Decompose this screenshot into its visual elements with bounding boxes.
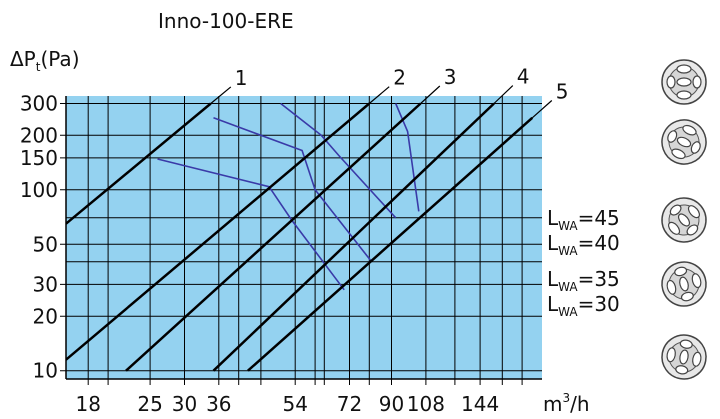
x-axis-unit-suffix: /h [570, 392, 589, 416]
system-line-label: 3 [444, 65, 457, 89]
x-tick-label: 90 [379, 392, 404, 416]
valve-setting-icon-3 [661, 197, 707, 243]
axes [65, 96, 542, 385]
system-line-label: 2 [393, 66, 406, 90]
y-axis-label: ΔPt(Pa) [10, 47, 80, 74]
system-line [66, 102, 371, 361]
x-tick-label: 144 [461, 392, 499, 416]
noise-curve [280, 102, 397, 219]
valve-setting-icon-5 [661, 334, 707, 380]
system-line [212, 102, 495, 372]
x-tick-label: 18 [75, 392, 100, 416]
x-tick-label: 36 [206, 392, 231, 416]
y-tick-label: 150 [20, 146, 58, 170]
system-line-label: 5 [556, 80, 569, 104]
system-line-leader [420, 85, 441, 104]
lwa-label: LWA=35 [547, 267, 620, 294]
valve-setting-icon-2 [661, 119, 707, 165]
system-line-leader [493, 85, 514, 104]
system-lines [66, 102, 534, 372]
lwa-label: LWA=40 [547, 231, 620, 258]
x-axis-unit-base: m [543, 392, 562, 416]
valve-setting-icon-4 [661, 261, 707, 307]
y-axis-label-sub: t [36, 60, 41, 74]
grid [60, 96, 542, 379]
system-line [66, 102, 212, 225]
y-tick-label: 50 [33, 232, 58, 256]
valve-icons [661, 59, 707, 380]
system-line-leader [368, 86, 390, 104]
system-line [125, 102, 422, 372]
x-tick-labels: 18 25 30 36 54 72 90 108 144 [75, 392, 499, 416]
system-line-leader [210, 86, 232, 104]
y-axis-label-prefix: ΔP [10, 47, 36, 71]
y-axis-label-suffix: (Pa) [40, 47, 79, 71]
y-tick-label: 30 [33, 272, 58, 296]
x-tick-label: 25 [137, 392, 162, 416]
y-tick-label: 10 [33, 359, 58, 383]
y-tick-label: 300 [20, 92, 58, 116]
system-line-leader [531, 100, 553, 119]
x-axis-unit-sup: 3 [562, 391, 570, 405]
lwa-labels: LWA=45 LWA=40 LWA=35 LWA=30 [547, 206, 620, 319]
valve-setting-icon-1 [661, 59, 707, 105]
x-tick-label: 72 [337, 392, 362, 416]
system-line-labels: 1 2 3 4 5 [210, 65, 569, 119]
lwa-label: LWA=45 [547, 206, 620, 233]
y-tick-label: 20 [33, 304, 58, 328]
chart-title: Inno-100-ERE [158, 9, 294, 33]
lwa-label: LWA=30 [547, 292, 620, 319]
x-axis-unit: m3/h [543, 391, 590, 416]
x-tick-label: 108 [407, 392, 445, 416]
system-line [247, 116, 534, 372]
noise-curve [394, 103, 420, 212]
system-line-label: 4 [517, 65, 530, 89]
system-line-label: 1 [235, 66, 248, 90]
y-tick-label: 200 [20, 123, 58, 147]
noise-curve [213, 117, 373, 263]
noise-curve [157, 158, 345, 291]
y-tick-label: 100 [20, 178, 58, 202]
noise-curves [157, 102, 420, 291]
x-tick-label: 30 [172, 392, 197, 416]
x-tick-label: 54 [282, 392, 307, 416]
